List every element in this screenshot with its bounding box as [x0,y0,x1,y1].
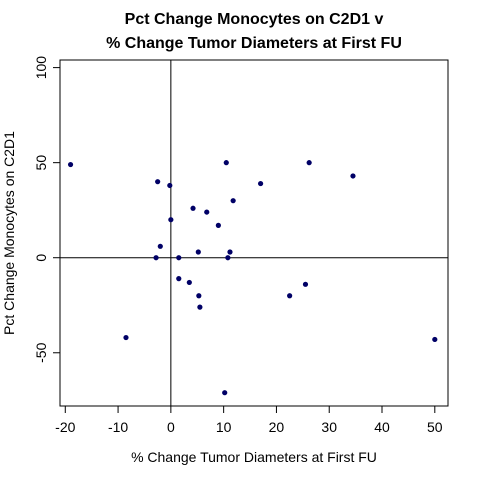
chart-title-line-2: % Change Tumor Diameters at First FU [106,35,402,52]
data-point [302,281,309,287]
data-point [195,249,201,255]
x-tick-label: 0 [167,419,175,435]
data-point [306,160,312,166]
data-point [257,180,264,187]
data-point [123,334,129,341]
data-point [223,160,229,166]
x-tick-label: 10 [216,419,232,435]
data-point [230,198,236,204]
data-point [176,255,182,261]
data-point [215,222,221,228]
data-point [190,205,196,211]
data-point [204,209,210,215]
x-axis-label: % Change Tumor Diameters at First FU [131,449,377,465]
data-point [197,304,203,310]
x-tick-label: 40 [374,419,390,435]
data-point [186,279,192,286]
data-point [67,161,74,168]
data-points [67,160,438,396]
data-point [432,336,438,343]
data-point [227,249,233,255]
data-point [287,293,293,299]
data-point [176,276,182,282]
x-axis: -20 -10 0 10 20 30 40 50 [55,406,443,435]
data-point [225,255,231,261]
x-tick-label: 20 [269,419,285,435]
data-point [155,179,161,185]
x-tick-label: 50 [427,419,443,435]
data-point [222,390,228,396]
y-tick-label: 50 [33,155,49,171]
y-tick-label: 100 [33,56,49,80]
y-axis-label: Pct Change Monocytes on C2D1 [1,131,17,335]
data-point [167,182,173,189]
chart-title-line-1: Pct Change Monocytes on C2D1 v [125,11,384,28]
x-tick-label: -10 [108,419,128,435]
data-point [168,217,174,223]
data-point [196,293,202,299]
data-point [350,173,356,179]
y-axis: -50 0 50 100 [33,56,60,363]
plot-frame [59,59,449,407]
y-tick-label: -50 [33,342,49,362]
y-tick-label: 0 [33,254,49,262]
data-point [153,255,159,261]
x-tick-label: 30 [321,419,337,435]
data-point [157,243,163,249]
x-tick-label: -20 [55,419,75,435]
